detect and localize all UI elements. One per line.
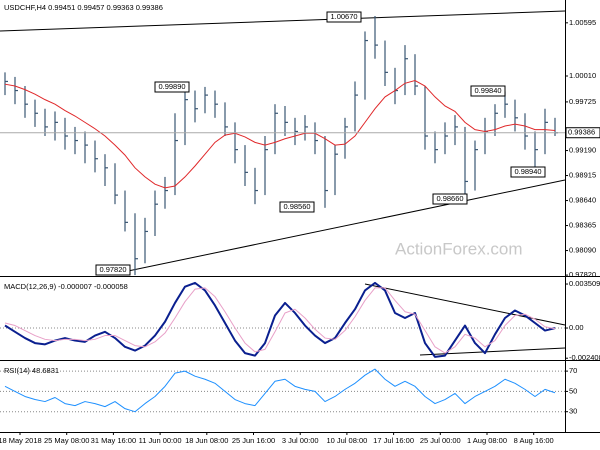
- x-tick-label: 25 May 08:00: [44, 436, 89, 445]
- trend-line: [364, 283, 566, 326]
- y-tick-label: 50: [569, 386, 577, 395]
- annotation-box: [326, 11, 362, 23]
- y-tick-label: 0.98365: [569, 221, 596, 230]
- x-tick-label: 31 May 16:00: [91, 436, 136, 445]
- annotation-box: [154, 81, 190, 93]
- annotation: 0.97820: [99, 265, 126, 274]
- annotation-box: [279, 201, 315, 213]
- trend-lines: [0, 10, 566, 356]
- annotation-box: [432, 193, 468, 205]
- x-tick-label: 1 Aug 08:00: [467, 436, 507, 445]
- y-tick-label: 0.99190: [569, 146, 596, 155]
- x-tick-label: 10 Jul 08:00: [326, 436, 367, 445]
- panel-title: USDCHF,H4 0.99451 0.99457 0.99363 0.9938…: [4, 3, 163, 12]
- annotation: 0.99890: [158, 82, 185, 91]
- annotation-box: [470, 85, 506, 97]
- trend-line: [0, 10, 566, 32]
- indicator-line: [4, 287, 556, 354]
- annotation: 0.99840: [474, 86, 501, 95]
- y-tick-label: 30: [569, 407, 577, 416]
- watermark: ActionForex.com: [395, 239, 523, 258]
- x-tick-label: 17 Jul 16:00: [373, 436, 414, 445]
- annotation-box: [510, 166, 546, 178]
- panel-title: MACD(12,26,9) -0.000007 -0.000058: [4, 282, 128, 291]
- y-tick-label: 0.98915: [569, 171, 596, 180]
- indicator-line: [4, 368, 556, 413]
- annotation: 0.98940: [514, 167, 541, 176]
- y-tick-label: 0.97820: [569, 270, 596, 279]
- moving-average: [4, 80, 556, 189]
- y-tick-label: 70: [569, 366, 577, 375]
- y-tick-label: 1.00010: [569, 71, 596, 80]
- y-tick-label: -0.002408: [569, 353, 600, 362]
- x-tick-label: 18 May 2018: [0, 436, 42, 445]
- x-tick-label: 25 Jun 16:00: [232, 436, 275, 445]
- y-tick-label: 0.98090: [569, 246, 596, 255]
- indicator-line: [4, 281, 556, 358]
- annotation: 1.00670: [330, 12, 357, 21]
- price-box: [565, 127, 600, 139]
- x-tick-label: 8 Aug 16:00: [514, 436, 554, 445]
- annotation: 0.98660: [436, 194, 463, 203]
- y-tick-label: 0.99725: [569, 97, 596, 106]
- x-tick-label: 3 Jul 00:00: [282, 436, 319, 445]
- annotation-box: [95, 264, 131, 276]
- trend-line: [419, 347, 566, 356]
- x-tick-label: 18 Jun 08:00: [185, 436, 228, 445]
- y-tick-label: 0.98640: [569, 196, 596, 205]
- x-tick-label: 11 Jun 00:00: [139, 436, 182, 445]
- trend-line: [127, 179, 566, 272]
- price-label: 0.99386: [568, 128, 595, 137]
- annotation: 0.98560: [283, 202, 310, 211]
- y-tick-label: 1.00595: [569, 18, 596, 27]
- y-tick-label: 0.00: [569, 323, 584, 332]
- panel-title: RSI(14) 48.6831: [4, 366, 59, 375]
- y-tick-label: 0.003509: [569, 279, 600, 288]
- x-tick-label: 25 Jul 00:00: [420, 436, 461, 445]
